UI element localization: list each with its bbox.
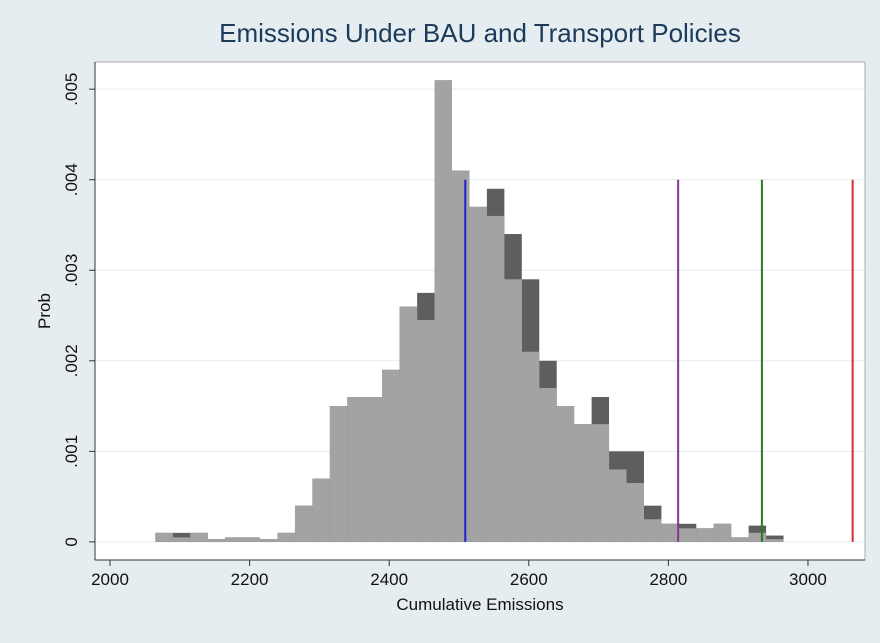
- bar: [155, 532, 173, 542]
- y-tick-label: .001: [62, 435, 81, 468]
- bar: [417, 320, 435, 542]
- x-tick-label: 3000: [789, 570, 827, 589]
- bar: [452, 170, 470, 542]
- x-tick-label: 2600: [510, 570, 548, 589]
- bar: [329, 406, 348, 542]
- x-tick-label: 2400: [370, 570, 408, 589]
- bar: [207, 539, 226, 542]
- bar: [399, 306, 418, 542]
- bar: [713, 523, 732, 542]
- bar: [242, 537, 261, 542]
- bar: [748, 532, 767, 542]
- bar: [556, 406, 575, 542]
- chart-title: Emissions Under BAU and Transport Polici…: [219, 18, 741, 48]
- bar: [172, 537, 191, 542]
- y-tick-label: .003: [62, 254, 81, 287]
- bar: [382, 369, 400, 542]
- bar: [434, 80, 453, 542]
- x-axis-title: Cumulative Emissions: [396, 595, 563, 614]
- x-tick-label: 2000: [91, 570, 129, 589]
- bar: [364, 397, 383, 542]
- bar: [539, 387, 557, 542]
- bar: [574, 424, 592, 542]
- bar: [312, 478, 330, 542]
- bar: [626, 483, 644, 542]
- bar: [190, 532, 208, 542]
- bar: [469, 206, 487, 542]
- y-tick-label: .004: [62, 163, 81, 196]
- bar: [661, 523, 679, 542]
- y-axis-title: Prob: [35, 293, 54, 329]
- bar: [643, 519, 662, 542]
- bar: [277, 532, 295, 542]
- bar: [504, 279, 522, 542]
- bar: [731, 537, 749, 542]
- bar: [225, 537, 243, 542]
- bar: [521, 351, 540, 542]
- bar: [678, 528, 697, 542]
- bar: [696, 528, 714, 542]
- x-tick-label: 2200: [231, 570, 269, 589]
- y-tick-label: .005: [62, 73, 81, 106]
- y-tick-label: 0: [62, 537, 81, 546]
- bar: [766, 535, 784, 542]
- x-tick-label: 2800: [649, 570, 687, 589]
- bar: [486, 215, 505, 542]
- bar: [591, 424, 610, 542]
- y-tick-label: .002: [62, 344, 81, 377]
- bar: [347, 397, 365, 542]
- bar: [294, 505, 313, 542]
- bar: [766, 539, 784, 542]
- bar: [260, 539, 278, 542]
- bar: [609, 469, 627, 542]
